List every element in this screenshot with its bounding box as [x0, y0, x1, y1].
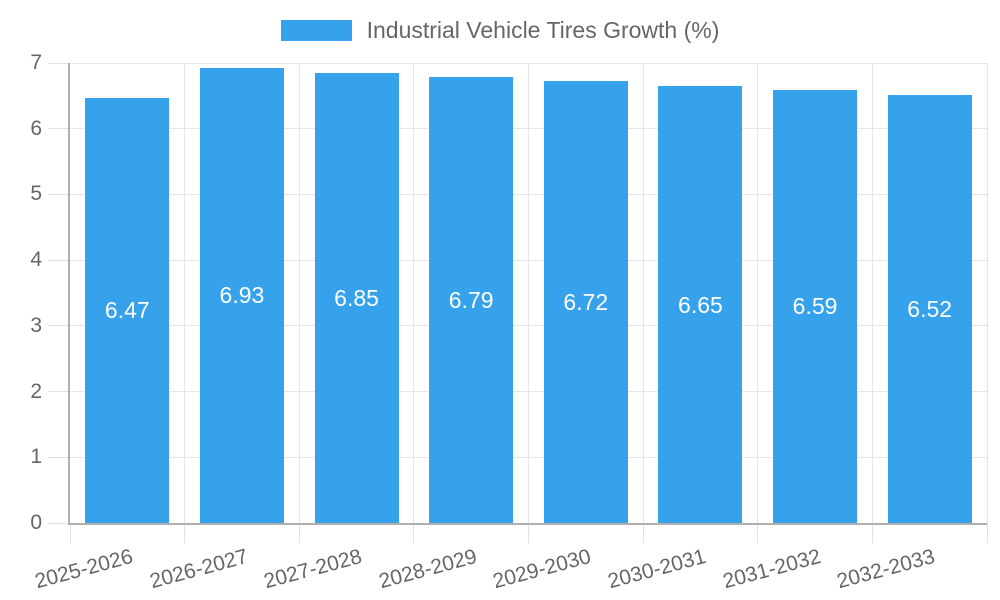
gridline-vertical [757, 63, 759, 523]
y-tick-mark [48, 62, 68, 64]
plot-area: 0 1 2 3 4 5 6 7 6.47 2025-2026 6.93 2026-2027 6.85 20… [30, 51, 988, 593]
x-tick-label: 2025-2026 [32, 545, 136, 594]
y-tick-mark [48, 128, 68, 130]
y-tick-label: 4 [30, 248, 42, 272]
bar-value-label: 6.85 [334, 284, 379, 311]
x-tick-mark [298, 523, 300, 543]
bar [773, 89, 858, 523]
y-tick-label: 3 [30, 313, 42, 337]
x-tick-label: 2030-2031 [605, 545, 709, 594]
y-axis-line [68, 63, 70, 525]
gridline-vertical [528, 63, 529, 523]
legend-color-swatch [280, 19, 352, 41]
bar-value-label: 6.65 [678, 291, 723, 318]
gridline-vertical [871, 63, 873, 523]
y-tick-label: 2 [30, 379, 42, 403]
bar [85, 97, 170, 523]
bar-value-label: 6.79 [448, 286, 494, 313]
x-axis-line [68, 523, 987, 525]
y-tick-label: 6 [30, 116, 42, 140]
y-tick-mark [48, 325, 68, 327]
gridline-vertical [642, 63, 644, 523]
y-tick-mark [48, 259, 68, 261]
bar-value-label: 6.47 [104, 297, 150, 324]
x-tick-mark [413, 523, 415, 543]
bar-value-label: 6.59 [792, 293, 838, 320]
bar [429, 76, 514, 523]
x-tick-label: 2026-2027 [146, 545, 250, 594]
x-tick-label: 2027-2028 [261, 545, 365, 594]
y-tick-mark [48, 193, 68, 195]
x-tick-mark [871, 523, 873, 543]
bar-value-label: 6.72 [563, 289, 609, 316]
legend-item[interactable]: Industrial Vehicle Tires Growth (%) [0, 16, 1000, 44]
x-tick-label: 2029-2030 [490, 545, 594, 594]
y-tick-label: 1 [30, 445, 42, 469]
y-tick-label: 5 [30, 182, 42, 206]
x-tick-label: 2028-2029 [376, 545, 480, 594]
bar-value-label: 6.52 [907, 295, 953, 322]
legend-label: Industrial Vehicle Tires Growth (%) [366, 17, 720, 43]
bar [658, 86, 743, 523]
x-tick-mark [986, 523, 988, 543]
x-tick-label: 2031-2032 [720, 545, 824, 594]
bar [543, 81, 628, 523]
gridline-vertical [184, 63, 186, 523]
gridline-vertical [986, 63, 988, 523]
bar [314, 72, 399, 523]
y-tick-mark [48, 391, 68, 393]
x-tick-mark [184, 523, 186, 543]
x-tick-mark [528, 523, 529, 543]
gridline-vertical [298, 63, 300, 523]
x-tick-label: 2032-2033 [834, 545, 938, 594]
x-tick-mark [642, 523, 644, 543]
bar-value-label: 6.93 [219, 282, 265, 309]
bar [199, 67, 284, 523]
gridline-vertical [413, 63, 415, 523]
bar [887, 94, 972, 523]
x-tick-mark [69, 523, 71, 543]
y-tick-label: 7 [30, 51, 42, 74]
y-tick-mark [48, 522, 68, 524]
y-tick-label: 0 [30, 511, 42, 534]
y-tick-mark [48, 456, 68, 458]
x-tick-mark [757, 523, 759, 543]
